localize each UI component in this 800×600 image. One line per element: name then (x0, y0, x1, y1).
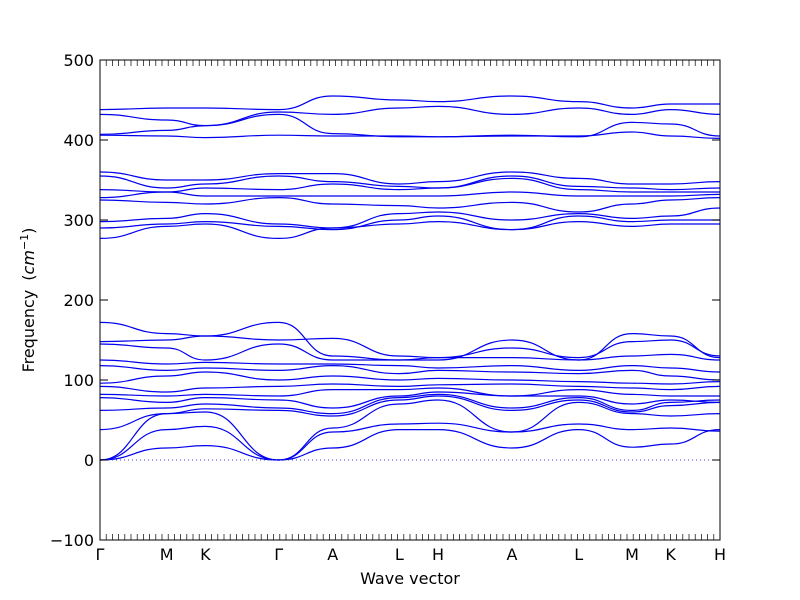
y-axis-label-unit-exponent: −1 (18, 234, 31, 250)
y-axis-ticks: −100 0 100 200 300 400 500 (50, 51, 720, 550)
x-tick-label-kpoint: M (625, 545, 639, 564)
band-line-25 (99, 105, 721, 127)
band-line-15 (99, 220, 720, 240)
y-tick-label: 100 (63, 371, 94, 390)
band-line-16 (99, 215, 720, 231)
x-tick-label-kpoint: H (432, 545, 444, 564)
band-line-19 (99, 191, 721, 199)
band-line-7 (99, 387, 720, 397)
band-line-6 (99, 391, 721, 409)
band-line-8 (99, 383, 721, 393)
band-line-1 (99, 428, 721, 461)
x-tick-label-kpoint: A (327, 545, 338, 564)
y-tick-label: 200 (63, 291, 94, 310)
x-tick-label-kpoint: Γ (274, 545, 283, 564)
band-line-21 (99, 175, 721, 191)
x-tick-label-kpoint: M (160, 545, 174, 564)
y-tick-label: 500 (63, 51, 94, 70)
band-line-22 (99, 171, 721, 185)
band-line-12 (99, 343, 721, 361)
band-line-26 (99, 95, 720, 111)
x-tick-label-kpoint: K (665, 545, 676, 564)
x-axis-label: Wave vector (360, 569, 460, 588)
band-line-11 (99, 359, 721, 373)
band-line-3 (99, 399, 721, 461)
band-line-24 (99, 113, 721, 138)
x-tick-label-kpoint: L (574, 545, 583, 564)
band-line-13 (99, 335, 721, 359)
band-line-14 (99, 321, 721, 361)
y-axis-label-text: Frequency (19, 290, 38, 373)
band-line-20 (99, 177, 720, 193)
band-line-2 (99, 422, 721, 461)
x-tick-label-kpoint: K (200, 545, 211, 564)
x-tick-label-kpoint: L (395, 545, 404, 564)
y-axis-label: Frequency (cm−1) (18, 228, 39, 373)
y-tick-label: 400 (63, 131, 94, 150)
band-line-17 (99, 207, 721, 229)
band-line-10 (99, 364, 721, 381)
x-tick-label-kpoint: Γ (96, 545, 105, 564)
y-axis-label-unit: cm (19, 250, 38, 274)
y-tick-label: 0 (84, 451, 94, 470)
band-line-4 (99, 395, 721, 431)
band-line-18 (99, 196, 721, 213)
band-line-9 (99, 371, 721, 385)
band-line-23 (99, 131, 721, 139)
x-tick-label-kpoint: H (714, 545, 726, 564)
band-lines (99, 95, 721, 461)
y-tick-label: 300 (63, 211, 94, 230)
y-tick-label: −100 (50, 531, 94, 550)
band-line-5 (99, 393, 721, 415)
x-tick-label-kpoint: A (507, 545, 518, 564)
